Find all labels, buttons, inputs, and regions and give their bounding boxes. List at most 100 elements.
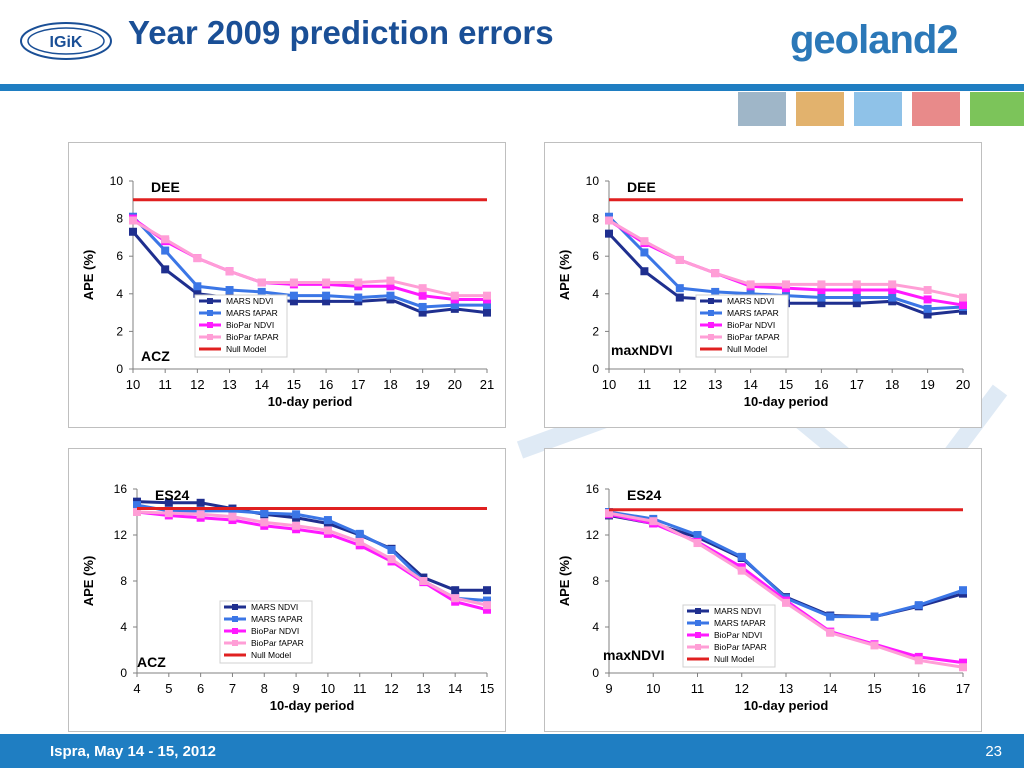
x-tick-label: 14 (448, 681, 462, 696)
data-point (693, 539, 702, 548)
data-point (483, 301, 491, 310)
crop-label: ES24 (155, 487, 189, 503)
y-tick-label: 8 (116, 212, 123, 226)
y-tick-label: 10 (110, 174, 124, 188)
header-rule (0, 84, 1024, 91)
y-tick-label: 12 (586, 528, 600, 542)
data-point (675, 284, 684, 293)
x-tick-label: 4 (133, 681, 140, 696)
data-point (675, 255, 684, 264)
data-point (228, 512, 237, 521)
legend-label: MARS fAPAR (251, 614, 303, 624)
data-point (675, 293, 684, 302)
data-point (354, 278, 363, 287)
data-point (133, 508, 141, 516)
x-tick-label: 13 (779, 681, 793, 696)
legend-label: MARS NDVI (714, 606, 761, 616)
data-point (959, 301, 967, 310)
data-point (451, 586, 460, 595)
y-tick-label: 6 (592, 249, 599, 263)
y-tick-label: 0 (120, 666, 127, 680)
data-point (386, 291, 395, 300)
chart-panel-dee-maxndvi: 0 2 4 6 8 10 10 11 12 13 14 15 16 17 18 19 20 10-day peri… (544, 142, 982, 428)
footer-text: Ispra, May 14 - 15, 2012 (50, 743, 216, 760)
data-point (386, 276, 395, 285)
data-point (386, 282, 395, 291)
legend-label: BioPar fAPAR (251, 638, 304, 648)
y-axis-label: APE (%) (81, 250, 96, 301)
x-tick-label: 21 (480, 377, 494, 392)
data-point (914, 601, 923, 610)
region-label: maxNDVI (603, 647, 664, 663)
data-point (870, 641, 879, 650)
data-point (817, 293, 826, 302)
legend-marker (695, 620, 701, 626)
data-point (923, 295, 932, 304)
legend-marker (232, 604, 238, 610)
legend-label: BioPar fAPAR (226, 332, 279, 342)
legend-marker (695, 632, 701, 638)
data-point (164, 509, 173, 518)
igik-logo: IGiK (20, 22, 112, 60)
series-line (132, 219, 487, 298)
data-point (888, 286, 897, 295)
data-point (322, 278, 331, 287)
y-tick-label: 10 (586, 174, 600, 188)
x-tick-label: 10 (602, 377, 616, 392)
data-point (418, 291, 427, 300)
x-tick-label: 15 (779, 377, 793, 392)
data-point (483, 605, 491, 614)
y-tick-label: 4 (120, 620, 127, 634)
x-tick-label: 18 (383, 377, 397, 392)
y-tick-label: 16 (586, 482, 600, 496)
data-point (418, 302, 427, 311)
data-point (817, 286, 826, 295)
x-tick-label: 17 (850, 377, 864, 392)
data-point (164, 498, 173, 507)
data-point (852, 299, 861, 308)
series-line (136, 500, 487, 592)
y-tick-label: 2 (116, 324, 123, 338)
x-tick-label: 19 (415, 377, 429, 392)
line-chart: 0 2 4 6 8 10 10 11 12 13 14 15 16 17 18 19 20 21 10-day pe… (81, 174, 494, 409)
data-point (959, 658, 967, 667)
series-line (608, 512, 964, 665)
series-line (608, 511, 964, 669)
data-point (852, 286, 861, 295)
footer-bar: Ispra, May 14 - 15, 2012 23 (0, 734, 1024, 768)
data-point (870, 612, 879, 621)
data-point (418, 308, 427, 317)
y-tick-label: 6 (116, 249, 123, 263)
data-point (387, 555, 396, 564)
data-point (826, 628, 835, 637)
y-tick-label: 0 (116, 362, 123, 376)
data-point (161, 246, 170, 255)
data-point (483, 596, 491, 605)
data-point (129, 227, 137, 236)
series-line (131, 230, 488, 315)
region-label: maxNDVI (611, 342, 672, 358)
legend-label: MARS NDVI (727, 296, 774, 306)
legend-label: Null Model (226, 344, 266, 354)
y-axis-label: APE (%) (557, 250, 572, 301)
legend-label: MARS fAPAR (226, 308, 278, 318)
data-point (711, 269, 720, 278)
x-tick-label: 8 (261, 681, 268, 696)
x-tick-label: 16 (814, 377, 828, 392)
legend-label: BioPar NDVI (226, 320, 274, 330)
geoland2-logo: geoland2 (790, 18, 959, 63)
data-point (451, 594, 460, 603)
series-line (131, 215, 487, 309)
data-point (196, 510, 205, 519)
data-point (817, 299, 826, 308)
x-tick-label: 13 (416, 681, 430, 696)
data-point (746, 280, 755, 289)
legend-label: MARS fAPAR (727, 308, 779, 318)
header: IGiK Year 2009 prediction errors geoland… (0, 0, 1024, 126)
legend-label: BioPar fAPAR (714, 642, 767, 652)
y-tick-label: 4 (116, 287, 123, 301)
data-point (640, 237, 649, 246)
data-point (888, 280, 897, 289)
line-chart: 0 4 8 12 16 9 10 11 12 13 14 15 16 17 10-day period APE… (557, 482, 970, 713)
